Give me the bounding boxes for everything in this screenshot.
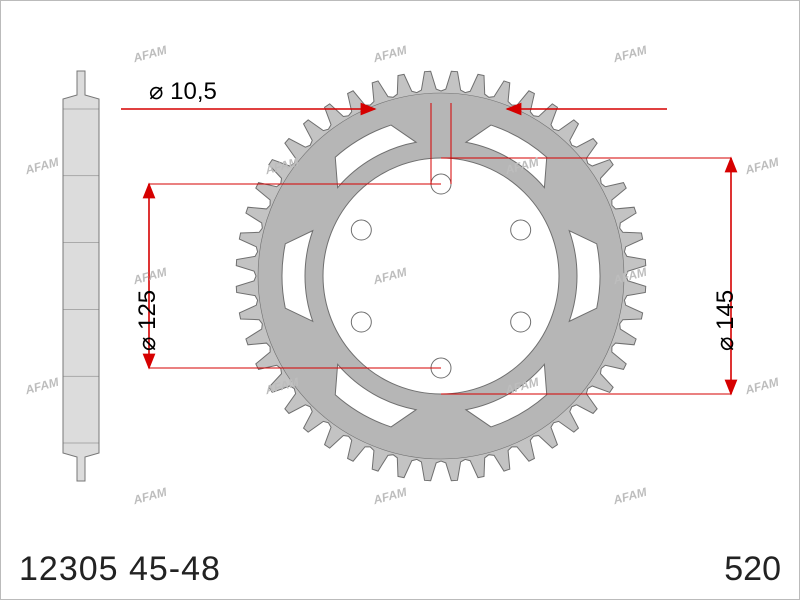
technical-drawing-svg: [1, 1, 800, 600]
bolt-circle-diameter-label: ⌀ 125: [133, 290, 162, 351]
bottom-bar: 12305 45-48 520: [1, 550, 799, 599]
center-bore-diameter-label: ⌀ 145: [711, 290, 740, 351]
bolt-hole: [511, 220, 531, 240]
bolt-hole: [351, 312, 371, 332]
chain-pitch: 520: [724, 550, 781, 589]
part-number: 12305 45-48: [19, 550, 221, 589]
bolt-hole-diameter-label: ⌀ 10,5: [149, 77, 217, 106]
drawing-canvas: AFAMAFAMAFAMAFAMAFAMAFAMAFAMAFAMAFAMAFAM…: [0, 0, 800, 600]
bolt-hole: [351, 220, 371, 240]
sprocket: [236, 71, 645, 480]
side-profile: [63, 71, 99, 481]
bolt-hole: [511, 312, 531, 332]
